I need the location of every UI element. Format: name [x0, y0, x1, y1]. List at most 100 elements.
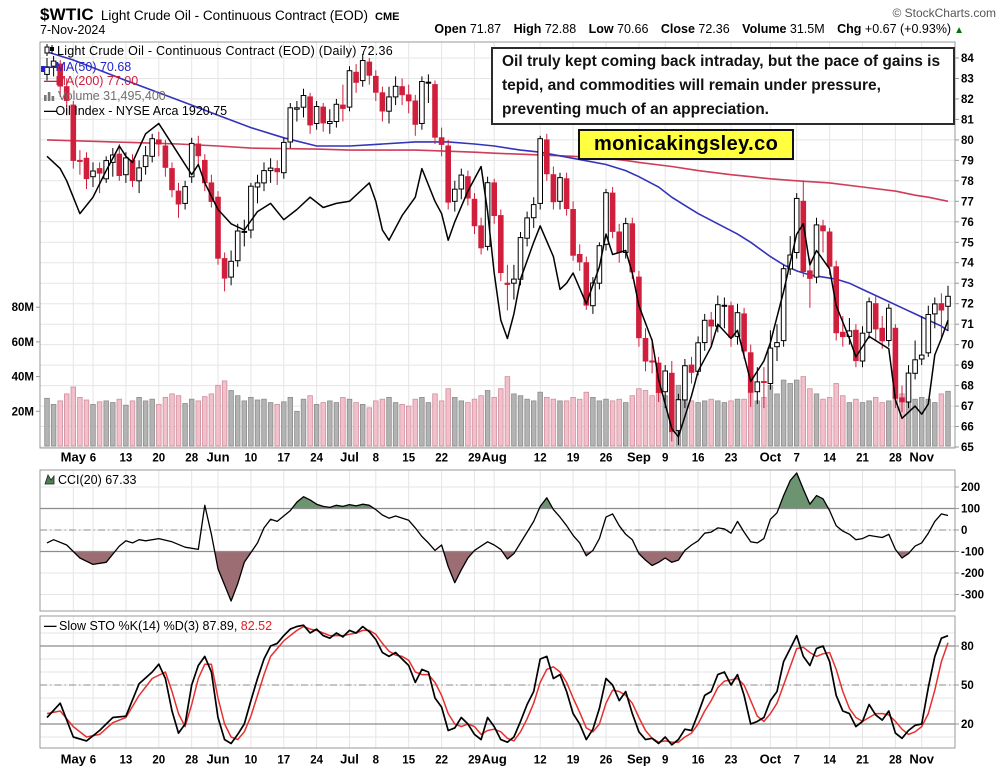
volume-label: Volume: [742, 22, 787, 36]
svg-text:Nov: Nov: [909, 752, 934, 767]
svg-text:70: 70: [961, 340, 974, 352]
svg-text:8: 8: [373, 755, 380, 767]
svg-text:66: 66: [961, 422, 974, 434]
chg-label: Chg: [837, 22, 862, 36]
svg-text:Jul: Jul: [340, 450, 359, 465]
svg-text:Aug: Aug: [482, 752, 507, 767]
annotation-marker: [41, 66, 45, 72]
svg-text:17: 17: [277, 453, 290, 465]
svg-text:75: 75: [961, 237, 974, 249]
svg-text:15: 15: [402, 755, 415, 767]
svg-text:May: May: [61, 752, 87, 767]
svg-text:20: 20: [152, 755, 165, 767]
close-label: Close: [660, 22, 695, 36]
legend-volume: Volume 31,495,400: [58, 88, 166, 103]
svg-text:17: 17: [277, 755, 290, 767]
svg-text:Jun: Jun: [206, 752, 229, 767]
svg-text:22: 22: [435, 755, 448, 767]
svg-text:69: 69: [961, 360, 974, 372]
svg-text:7: 7: [793, 755, 799, 767]
high-value: 72.88: [544, 22, 577, 36]
svg-text:23: 23: [725, 453, 738, 465]
svg-text:6: 6: [90, 755, 96, 767]
legend-oil-index: Oil Index - NYSE Arca 1920.75: [55, 104, 228, 119]
candlestick-icon: [44, 44, 54, 60]
stockcharts-credit: © StockCharts.com: [892, 6, 996, 20]
svg-text:76: 76: [961, 217, 974, 229]
svg-text:24: 24: [310, 453, 323, 465]
legend-ma200-row: —MA(200) 77.00: [44, 74, 393, 89]
svg-text:-200: -200: [961, 568, 984, 580]
oil-index-line-swatch: —: [44, 104, 56, 119]
svg-text:Sep: Sep: [627, 752, 651, 767]
svg-text:83: 83: [961, 74, 974, 86]
svg-text:80: 80: [961, 135, 974, 147]
svg-text:Jun: Jun: [206, 450, 229, 465]
high-label: High: [513, 22, 542, 36]
svg-text:Oct: Oct: [760, 450, 782, 465]
svg-text:29: 29: [468, 755, 481, 767]
svg-text:22: 22: [435, 453, 448, 465]
svg-text:May: May: [61, 450, 87, 465]
sto-legend-text: Slow STO %K(14) %D(3) 87.89,: [58, 619, 238, 633]
svg-text:28: 28: [185, 453, 198, 465]
main-chart-legend: Light Crude Oil - Continuous Contract (E…: [44, 44, 393, 119]
svg-text:6: 6: [90, 453, 96, 465]
svg-text:78: 78: [961, 176, 974, 188]
svg-text:68: 68: [961, 381, 974, 393]
ma50-line: [46, 51, 949, 332]
svg-text:-100: -100: [961, 547, 984, 559]
svg-text:10: 10: [245, 453, 258, 465]
instrument-title: Light Crude Oil - Continuous Contract (E…: [100, 8, 368, 23]
svg-text:65: 65: [961, 442, 974, 454]
low-value: 70.66: [617, 22, 649, 36]
svg-text:81: 81: [961, 114, 974, 126]
svg-text:12: 12: [534, 755, 547, 767]
svg-text:74: 74: [961, 258, 974, 270]
svg-text:20: 20: [961, 719, 974, 731]
svg-text:19: 19: [567, 453, 580, 465]
cci-line: [46, 472, 949, 602]
ma200-line: [46, 139, 949, 203]
legend-oil-index-row: —Oil Index - NYSE Arca 1920.75: [44, 104, 393, 119]
svg-text:82: 82: [961, 94, 974, 106]
svg-text:15: 15: [402, 453, 415, 465]
watermark-label: monicakingsley.co: [578, 129, 795, 160]
oil-index-line: [46, 122, 949, 438]
svg-text:9: 9: [662, 453, 668, 465]
quote-date: 7-Nov-2024: [40, 23, 106, 37]
svg-text:67: 67: [961, 401, 974, 413]
svg-text:19: 19: [567, 755, 580, 767]
svg-text:-300: -300: [961, 590, 984, 602]
sto-line-swatch: —: [44, 619, 56, 633]
legend-volume-row: Volume 31,495,400: [44, 89, 393, 105]
svg-text:26: 26: [600, 453, 613, 465]
svg-text:9: 9: [662, 755, 668, 767]
svg-text:13: 13: [120, 453, 133, 465]
svg-text:20: 20: [152, 453, 165, 465]
svg-text:26: 26: [600, 755, 613, 767]
sto-legend-d-value: 82.52: [240, 619, 273, 633]
legend-title-row: Light Crude Oil - Continuous Contract (E…: [44, 44, 393, 60]
volume-value: 31.5M: [789, 22, 825, 36]
cci-legend: CCI(20) 67.33: [44, 473, 137, 488]
svg-text:80M: 80M: [12, 302, 34, 314]
svg-text:Aug: Aug: [482, 450, 507, 465]
svg-text:7: 7: [793, 453, 799, 465]
svg-text:23: 23: [725, 755, 738, 767]
svg-text:60M: 60M: [12, 337, 34, 349]
sto-k-line: [46, 624, 949, 746]
cci-panel: 200 100 0 -100 -200 -300: [39, 469, 984, 612]
svg-text:71: 71: [961, 319, 974, 331]
svg-text:Oct: Oct: [760, 752, 782, 767]
low-label: Low: [588, 22, 614, 36]
ticker-symbol: $WTIC: [40, 5, 94, 24]
sto-d-line: [46, 625, 949, 743]
svg-text:14: 14: [823, 453, 836, 465]
svg-text:29: 29: [468, 453, 481, 465]
svg-text:28: 28: [185, 755, 198, 767]
svg-text:80: 80: [961, 641, 974, 653]
svg-text:100: 100: [961, 504, 980, 516]
svg-text:Sep: Sep: [627, 450, 651, 465]
main-price-panel: 65 66 67 68 69 70 71 72 73 74 75 76 77 78 79 80 81 82 83 84…: [12, 41, 974, 454]
